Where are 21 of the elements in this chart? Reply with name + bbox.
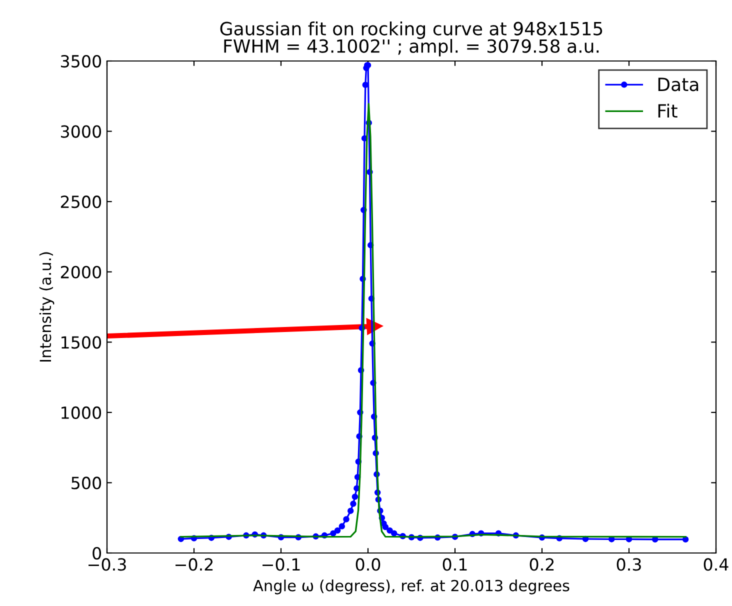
x-tick-label: 0.3 [616,558,641,571]
y-tick-label: 0 [92,546,102,560]
x-tick-label: 0.1 [442,558,467,571]
x-axis-title: Angle ω (degress), ref. at 20.013 degrees [253,580,570,594]
x-tick-label: 0.0 [356,558,380,571]
y-tick-label: 500 [72,476,102,490]
y-tick-label: 1500 [62,336,102,349]
x-tick-label: 0.2 [530,558,554,571]
y-tick-label: 3000 [60,125,102,138]
x-tick-label: −0.2 [176,558,213,571]
y-axis-title: Intensity (a.u.) [39,252,54,362]
legend-label: Data [658,78,698,92]
x-tick-label: −0.3 [88,558,126,571]
x-tick-label: −0.1 [262,558,300,571]
y-tick-label: 1000 [62,406,102,419]
legend-label: Fit [658,104,678,118]
chart-title: Gaussian fit on rocking curve at 948x1515 FWHM = 43.1002'' ; ampl. = 3079.58 a.u. [220,21,602,56]
y-tick-label: 3500 [60,54,102,68]
x-tick-label: 0.4 [704,558,728,571]
y-tick-label: 2500 [60,196,102,208]
y-tick-label: 2000 [60,266,102,278]
